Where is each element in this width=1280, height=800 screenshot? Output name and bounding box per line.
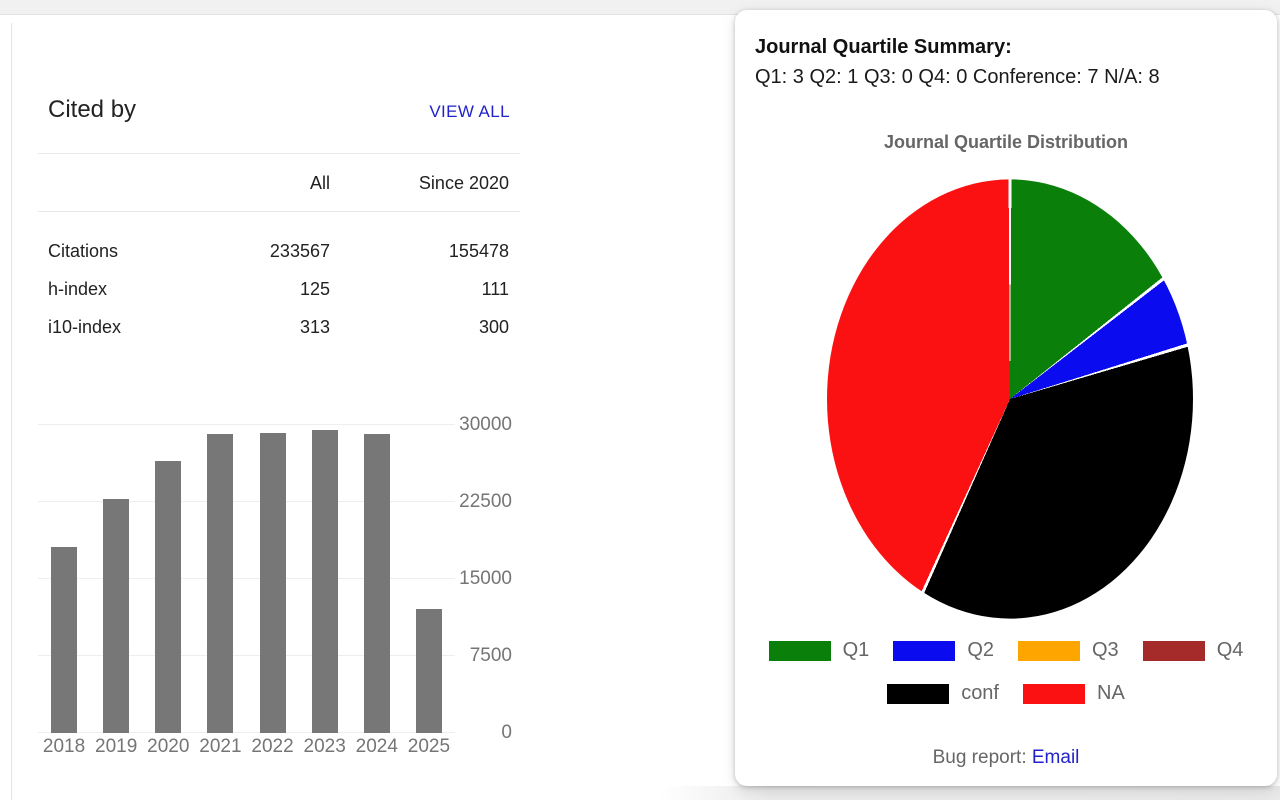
legend-swatch-q4 bbox=[1142, 640, 1205, 661]
citation-bar-2020[interactable] bbox=[155, 461, 182, 733]
citation-bar-2018[interactable] bbox=[51, 547, 78, 733]
bug-report-label: Bug report: bbox=[932, 747, 1027, 768]
citation-bar-2025[interactable] bbox=[415, 609, 442, 733]
h-index-all: 125 bbox=[299, 279, 330, 299]
page-backdrop-bottom bbox=[660, 786, 1280, 800]
legend-item-q4: Q4 bbox=[1142, 639, 1244, 662]
y-tick-label: 7500 bbox=[469, 645, 512, 666]
gridline bbox=[38, 732, 455, 733]
y-tick-label: 0 bbox=[501, 722, 512, 743]
legend-swatch-conf bbox=[887, 683, 950, 704]
cited-by-title: Cited by bbox=[48, 96, 137, 123]
legend-label: NA bbox=[1097, 682, 1125, 704]
legend-item-q3: Q3 bbox=[1018, 639, 1119, 662]
citations-y-axis: 0 7500 15000 22500 30000 bbox=[458, 414, 512, 743]
row-label-i10-index: i10-index bbox=[48, 317, 122, 337]
citations-bar-plot bbox=[38, 424, 455, 733]
row-label-citations: Citations bbox=[48, 241, 119, 261]
column-header-since: Since 2020 bbox=[418, 173, 509, 193]
legend-swatch-q2 bbox=[893, 640, 956, 661]
pie-legend-row-2: conf NA bbox=[735, 682, 1277, 705]
citation-bar-2022[interactable] bbox=[259, 433, 286, 733]
quartile-summary-heading: Journal Quartile Summary: bbox=[755, 36, 1012, 58]
gridline bbox=[38, 655, 455, 656]
quartile-summary-counts: Q1: 3 Q2: 1 Q3: 0 Q4: 0 Conference: 7 N/… bbox=[755, 66, 1160, 88]
i10-index-since: 300 bbox=[478, 317, 509, 337]
gridline bbox=[38, 578, 455, 579]
x-tick-label: 2020 bbox=[147, 736, 190, 757]
x-tick-label: 2018 bbox=[42, 736, 86, 757]
legend-label: Q4 bbox=[1216, 639, 1244, 661]
citation-bar-2019[interactable] bbox=[103, 499, 130, 733]
x-tick-label: 2023 bbox=[303, 736, 346, 757]
legend-item-na: NA bbox=[1023, 682, 1125, 705]
h-index-since: 111 bbox=[481, 279, 509, 299]
y-tick-label: 30000 bbox=[459, 414, 512, 435]
divider bbox=[38, 211, 520, 212]
x-tick-label: 2019 bbox=[95, 736, 138, 757]
citation-bar-2023[interactable] bbox=[311, 430, 338, 733]
legend-item-conf: conf bbox=[887, 682, 999, 705]
cited-by-header: Cited by VIEW ALL bbox=[38, 96, 510, 124]
i10-index-all: 313 bbox=[299, 317, 330, 337]
citation-bar-2021[interactable] bbox=[207, 434, 234, 733]
citations-all: 233567 bbox=[269, 241, 330, 261]
legend-label: Q1 bbox=[842, 639, 870, 661]
legend-item-q1: Q1 bbox=[768, 639, 870, 662]
legend-label: Q2 bbox=[967, 639, 994, 661]
x-tick-label: 2024 bbox=[355, 736, 398, 757]
view-all-link[interactable]: VIEW ALL bbox=[429, 102, 510, 121]
y-tick-label: 15000 bbox=[459, 568, 512, 589]
bug-report-line: Bug report: Email bbox=[735, 747, 1277, 769]
gridline bbox=[38, 424, 455, 425]
journal-quartile-card: Journal Quartile Summary: Q1: 3 Q2: 1 Q3… bbox=[735, 10, 1277, 786]
citation-bar-2024[interactable] bbox=[363, 434, 390, 733]
citations-x-axis: 2018 2019 2020 2021 2022 2023 2024 2025 bbox=[38, 736, 455, 758]
x-tick-label: 2021 bbox=[199, 736, 242, 757]
citations-since: 155478 bbox=[448, 241, 509, 261]
column-header-all: All bbox=[309, 173, 330, 193]
pie-chart-title: Journal Quartile Distribution bbox=[883, 132, 1129, 152]
gridline bbox=[38, 501, 455, 502]
legend-label: conf bbox=[961, 682, 999, 704]
legend-swatch-na bbox=[1023, 683, 1085, 704]
legend-label: Q3 bbox=[1092, 639, 1119, 661]
email-link[interactable]: Email bbox=[1031, 747, 1080, 768]
quartile-pie-chart bbox=[827, 179, 1193, 619]
pie-legend-row-1: Q1 Q2 Q3 Q4 bbox=[735, 639, 1277, 662]
legend-swatch-q1 bbox=[768, 640, 831, 661]
divider bbox=[38, 153, 520, 154]
y-tick-label: 22500 bbox=[459, 491, 512, 512]
x-tick-label: 2025 bbox=[407, 736, 451, 757]
row-label-h-index: h-index bbox=[48, 279, 108, 299]
bars-container bbox=[38, 425, 455, 733]
cited-by-card-left-border bbox=[11, 23, 12, 800]
legend-swatch-q3 bbox=[1018, 640, 1080, 661]
x-tick-label: 2022 bbox=[251, 736, 294, 757]
legend-item-q2: Q2 bbox=[893, 639, 994, 662]
